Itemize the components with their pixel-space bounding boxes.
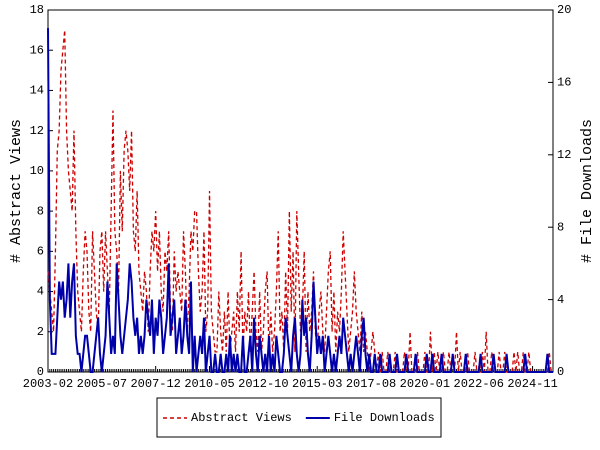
y2-axis-title: # File Downloads bbox=[579, 119, 596, 263]
y2-tick-label: 4 bbox=[557, 293, 564, 307]
y-tick-label: 4 bbox=[37, 285, 44, 299]
y2-tick-label: 0 bbox=[557, 365, 564, 379]
y2-tick-label: 8 bbox=[557, 220, 564, 234]
y-tick-label: 10 bbox=[30, 164, 44, 178]
legend-label: Abstract Views bbox=[191, 411, 292, 425]
legend-box bbox=[156, 397, 442, 438]
y-tick-label: 0 bbox=[37, 365, 44, 379]
y-tick-label: 16 bbox=[30, 43, 44, 57]
y-axis-title: # Abstract Views bbox=[8, 119, 25, 263]
data-line bbox=[47, 28, 553, 373]
y-tick-label: 2 bbox=[37, 325, 44, 339]
x-tick-label: 2010-05 bbox=[184, 377, 234, 391]
y-tick-label: 18 bbox=[30, 3, 44, 17]
x-tick-label: 2007-12 bbox=[130, 377, 180, 391]
y2-tick-label: 20 bbox=[557, 3, 571, 17]
x-tick-label: 2005-07 bbox=[77, 377, 127, 391]
x-tick-label: 2015-03 bbox=[292, 377, 342, 391]
y-tick-label: 6 bbox=[37, 245, 44, 259]
x-tick-label: 2003-02 bbox=[23, 377, 73, 391]
x-tick-label: 2020-01 bbox=[400, 377, 450, 391]
legend-label: File Downloads bbox=[334, 411, 435, 425]
y2-tick-label: 12 bbox=[557, 148, 571, 162]
y-tick-label: 12 bbox=[30, 124, 44, 138]
x-tick-label: 2024-11 bbox=[507, 377, 557, 391]
x-tick-label: 2012-10 bbox=[238, 377, 288, 391]
y-tick-label: 8 bbox=[37, 204, 44, 218]
y2-tick-label: 16 bbox=[557, 76, 571, 90]
y-tick-label: 14 bbox=[30, 84, 44, 98]
x-tick-label: 2017-08 bbox=[346, 377, 396, 391]
x-tick-label: 2022-06 bbox=[454, 377, 504, 391]
